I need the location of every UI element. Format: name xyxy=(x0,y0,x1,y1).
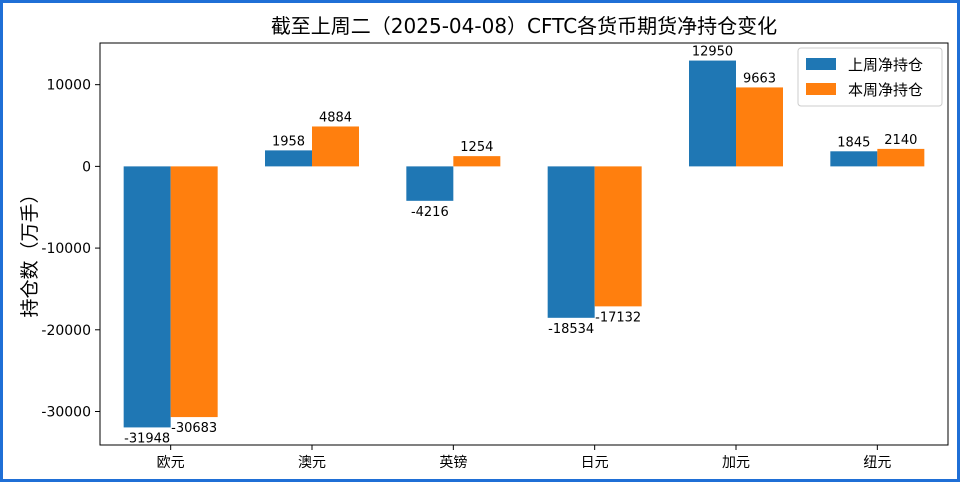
y-tick-label: -20000 xyxy=(41,323,91,339)
data-label: 4884 xyxy=(319,110,352,125)
data-label: 12950 xyxy=(692,45,733,60)
plot-area: -30000 -20000 -10000 0 10000 欧元 -31948-30683 澳元… xyxy=(41,42,949,471)
bar xyxy=(453,156,501,167)
plot-frame xyxy=(99,42,949,446)
data-label: 1845 xyxy=(837,135,870,150)
data-label: -4216 xyxy=(411,205,449,220)
bar-chart: 截至上周二（2025-04-08）CFTC各货币期货净持仓变化 持仓数（万手） … xyxy=(19,14,949,471)
data-label: -30683 xyxy=(171,421,217,436)
data-label: 9663 xyxy=(743,71,776,86)
y-tick-label: -30000 xyxy=(41,405,91,421)
bar xyxy=(877,148,925,167)
y-tick-label: -10000 xyxy=(41,241,91,257)
bar xyxy=(265,150,312,167)
data-label: 1254 xyxy=(460,140,493,155)
data-label: -18534 xyxy=(548,322,594,337)
bar xyxy=(547,166,595,318)
y-tick-label: 0 xyxy=(82,159,91,175)
legend-swatch xyxy=(806,58,836,70)
legend-label: 本周净持仓 xyxy=(848,81,923,99)
data-label: 1958 xyxy=(272,134,305,149)
x-tick-label: 欧元 xyxy=(157,455,185,471)
bar xyxy=(830,151,878,167)
x-tick-label: 日元 xyxy=(581,455,609,471)
chart-title: 截至上周二（2025-04-08）CFTC各货币期货净持仓变化 xyxy=(271,14,777,38)
x-tick-label: 加元 xyxy=(722,455,750,471)
bar xyxy=(406,166,454,201)
bar xyxy=(736,87,783,167)
x-tick-label: 澳元 xyxy=(298,455,326,471)
legend-label: 上周净持仓 xyxy=(848,56,923,74)
y-tick-label: 10000 xyxy=(46,78,91,94)
bar xyxy=(170,166,218,418)
legend-swatch xyxy=(806,83,836,95)
y-axis-label: 持仓数（万手） xyxy=(19,184,41,317)
data-label: -17132 xyxy=(595,310,641,325)
bar xyxy=(689,60,736,167)
data-label: -31948 xyxy=(124,431,170,446)
data-label: 2140 xyxy=(884,133,917,148)
x-tick-label: 纽元 xyxy=(863,455,891,471)
bar xyxy=(123,166,171,428)
bar xyxy=(594,166,642,307)
x-tick-label: 英镑 xyxy=(439,454,467,471)
bar xyxy=(312,126,359,167)
